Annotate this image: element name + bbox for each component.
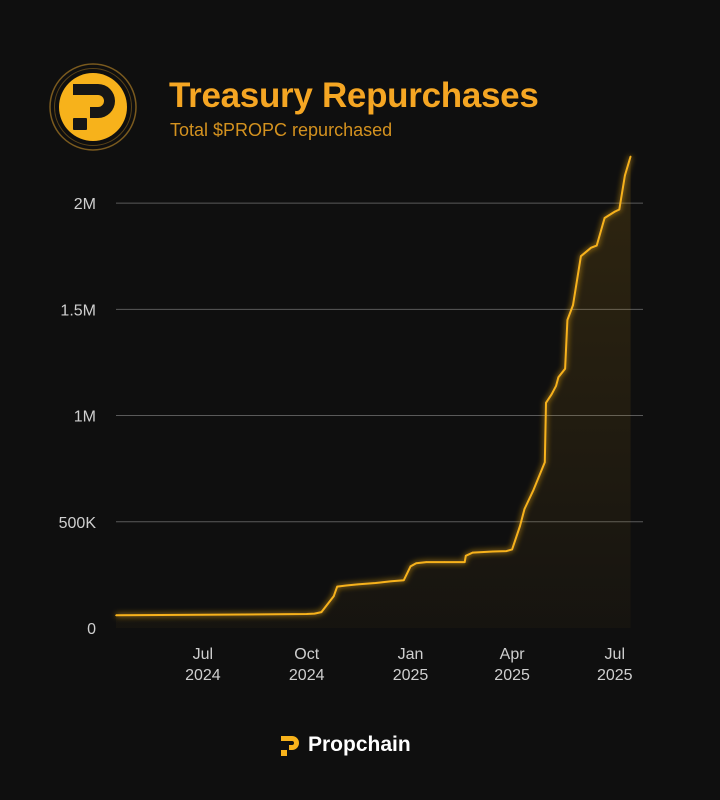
data-point: [374, 582, 377, 584]
data-point: [519, 525, 521, 527]
x-tick-month: Apr: [500, 646, 526, 663]
data-point: [557, 376, 560, 379]
x-tick-month: Jan: [398, 646, 424, 663]
x-tick-month: Oct: [294, 646, 319, 663]
data-point: [320, 611, 323, 613]
data-point: [305, 613, 308, 615]
chart-header: Treasury Repurchases Total $PROPC repurc…: [48, 62, 688, 156]
data-point: [345, 584, 348, 587]
data-point: [511, 548, 513, 551]
data-point: [336, 585, 339, 588]
data-point: [356, 583, 359, 586]
series-area-fill: [116, 156, 631, 628]
x-tick-year: 2024: [289, 667, 325, 684]
data-point: [555, 385, 557, 387]
data-point: [415, 562, 418, 564]
data-point: [202, 614, 204, 616]
data-point: [603, 217, 606, 219]
data-point: [566, 319, 569, 321]
x-tick-year: 2025: [494, 667, 530, 684]
data-point: [492, 550, 494, 553]
data-point: [550, 393, 553, 396]
data-point: [333, 595, 335, 597]
data-point: [471, 551, 474, 554]
data-point: [463, 561, 466, 563]
data-point: [590, 246, 592, 249]
series-points: [115, 155, 632, 617]
data-point: [545, 402, 547, 404]
page-subtitle: Total $PROPC repurchased: [170, 120, 393, 140]
data-point: [443, 561, 446, 563]
y-tick-label: 2M: [74, 196, 96, 213]
data-point: [115, 614, 117, 617]
y-tick-label: 500K: [59, 515, 97, 532]
data-point: [564, 368, 566, 370]
footer-brand: Propchain: [280, 731, 460, 761]
brand-name: Propchain: [308, 733, 411, 756]
repurchase-chart: 0 500K 1M 1.5M 2M Jul 2024 Oct 2024 Jan 2025 Apr 20…: [59, 155, 643, 684]
x-tick-month: Jul: [193, 646, 213, 663]
data-point: [624, 174, 626, 177]
x-tick-year: 2025: [597, 667, 633, 684]
data-point: [390, 580, 393, 583]
data-point: [523, 508, 526, 510]
data-point: [595, 244, 598, 247]
page-title: Treasury Repurchases: [169, 76, 539, 115]
data-point: [465, 555, 467, 557]
data-point: [313, 612, 316, 615]
propchain-logo-icon: [281, 736, 299, 756]
data-point: [505, 550, 508, 552]
y-tick-label: 0: [87, 621, 96, 638]
data-point: [629, 155, 632, 158]
data-point: [403, 579, 405, 581]
data-point: [532, 489, 535, 491]
data-point: [618, 208, 621, 211]
y-axis-ticks: 0 500K 1M 1.5M 2M: [59, 196, 97, 638]
data-point: [425, 561, 428, 563]
propchain-logo-icon: [49, 63, 137, 151]
y-tick-label: 1.5M: [60, 302, 96, 319]
x-tick-month: Jul: [605, 646, 625, 663]
data-point: [572, 304, 574, 306]
data-point: [544, 461, 546, 464]
y-tick-label: 1M: [74, 409, 96, 426]
data-point: [409, 565, 412, 568]
x-tick-year: 2025: [393, 667, 429, 684]
x-tick-year: 2024: [185, 667, 221, 684]
x-axis-ticks: Jul 2024 Oct 2024 Jan 2025 Apr 2025 Jul 2025: [185, 646, 633, 684]
data-point: [580, 255, 582, 257]
data-point: [614, 210, 616, 213]
